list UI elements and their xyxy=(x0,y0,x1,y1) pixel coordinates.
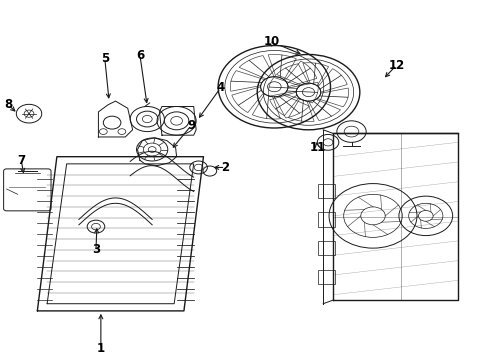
Text: 10: 10 xyxy=(264,35,280,49)
Text: 7: 7 xyxy=(17,154,25,167)
Bar xyxy=(318,270,335,284)
Text: 5: 5 xyxy=(100,51,109,64)
Text: 3: 3 xyxy=(92,243,100,256)
Text: 4: 4 xyxy=(217,81,225,94)
Text: 1: 1 xyxy=(97,342,105,355)
Text: 12: 12 xyxy=(389,59,405,72)
Text: 9: 9 xyxy=(187,119,196,132)
Bar xyxy=(318,241,335,255)
Bar xyxy=(318,212,335,226)
Text: 11: 11 xyxy=(309,140,325,153)
Text: 6: 6 xyxy=(136,49,144,62)
Text: 2: 2 xyxy=(221,161,229,174)
Text: 8: 8 xyxy=(4,98,12,111)
Bar xyxy=(318,184,335,198)
